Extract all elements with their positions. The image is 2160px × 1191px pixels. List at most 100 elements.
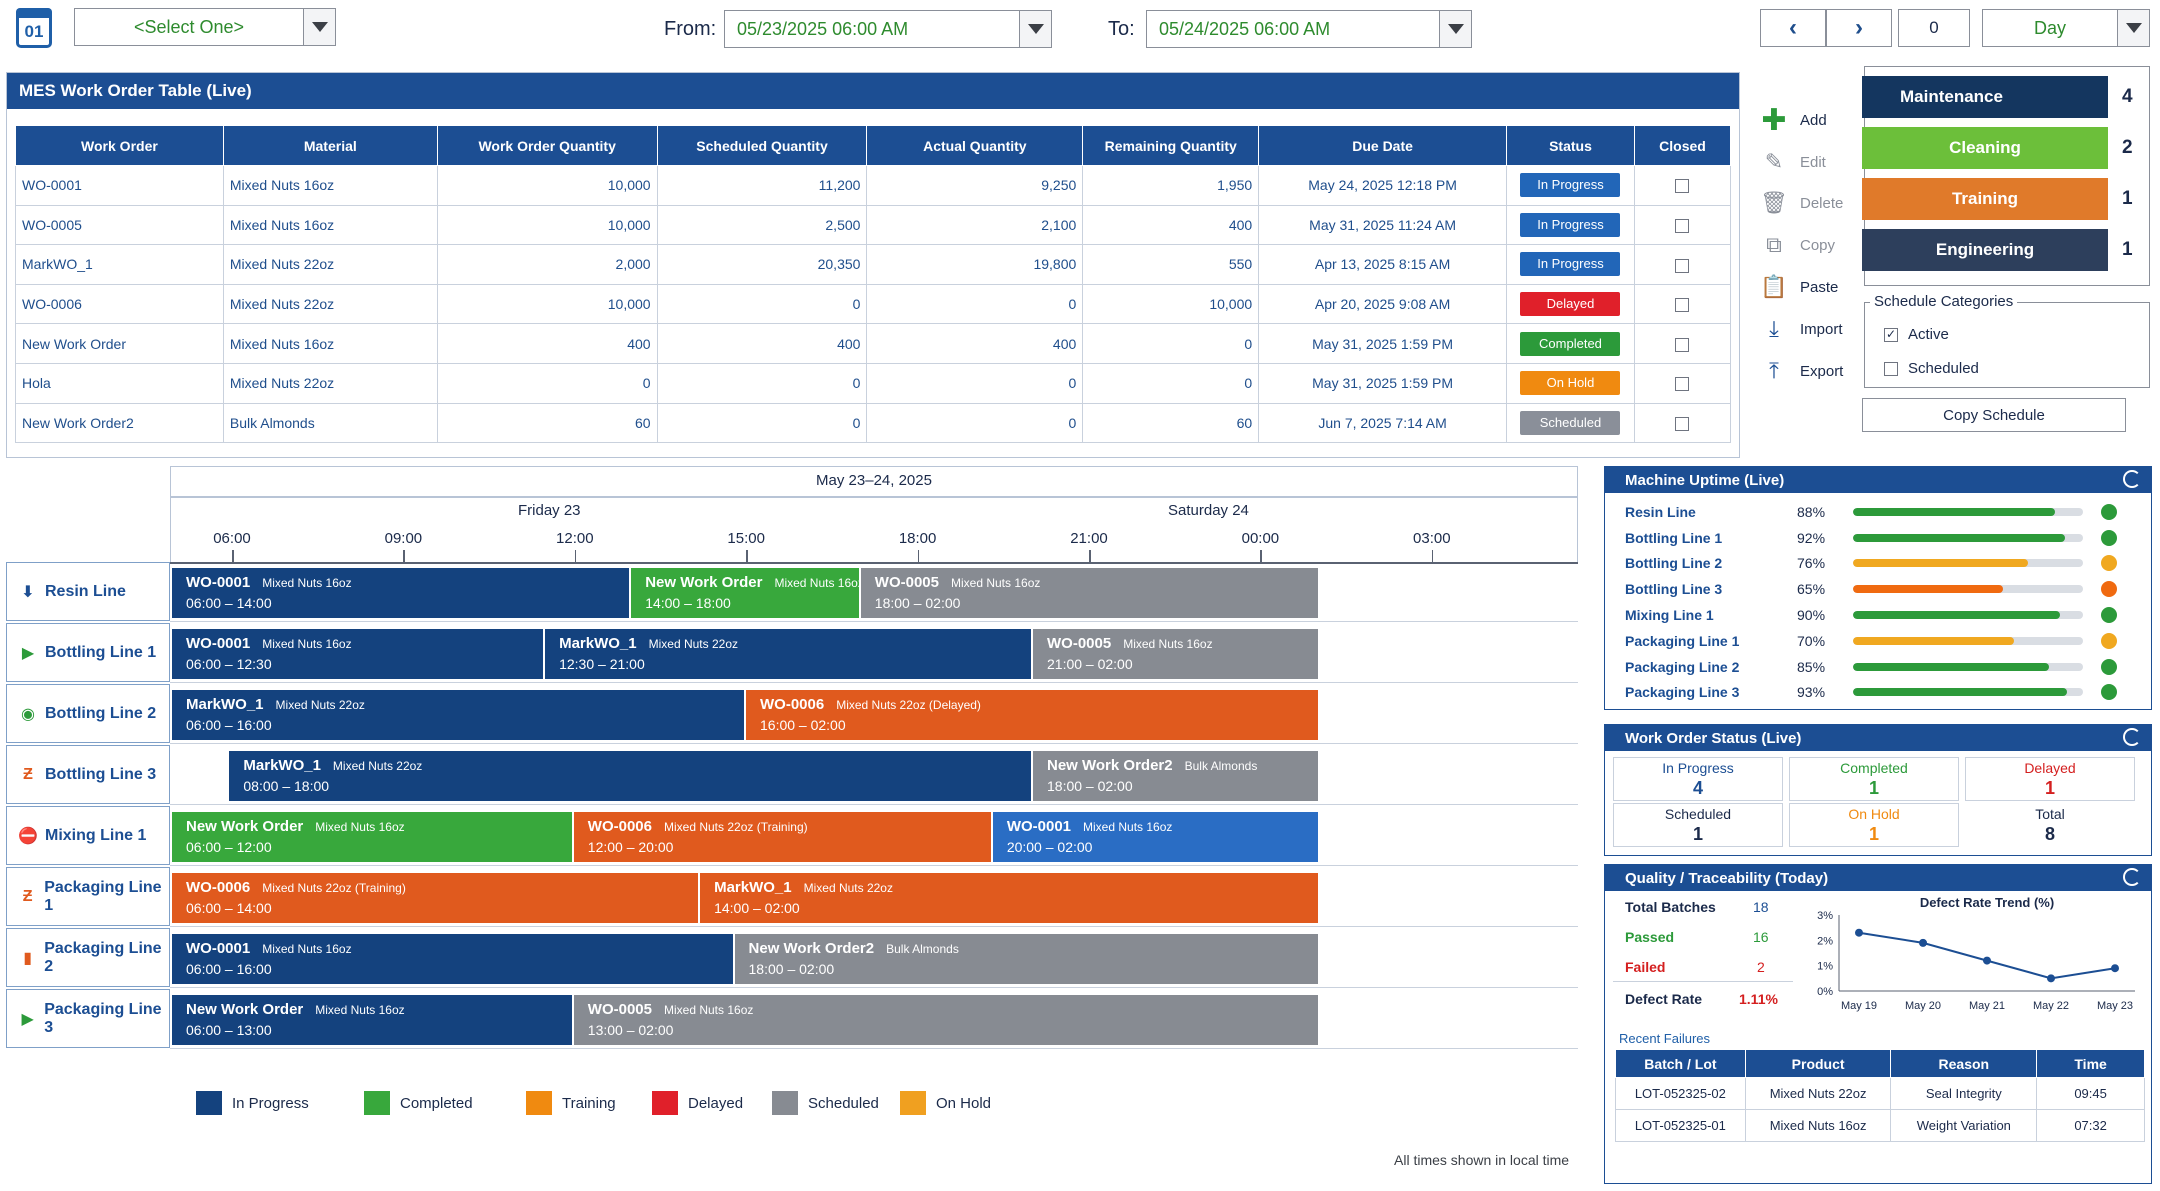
table-row[interactable]: MarkWO_1 Mixed Nuts 22oz 2,000 20,350 19,800… bbox=[15, 244, 1732, 285]
uptime-line-name[interactable]: Packaging Line 1 bbox=[1625, 632, 1740, 649]
active-checkbox[interactable]: ✓ Active bbox=[1884, 326, 1949, 343]
delete-button[interactable]: 🗑 Delete bbox=[1760, 190, 1844, 215]
table-row[interactable]: WO-0001 Mixed Nuts 16oz 10,000 11,200 9,250 1… bbox=[15, 165, 1732, 206]
gantt-bar[interactable]: WO-0006 Mixed Nuts 22oz (Delayed) 16:00 – … bbox=[746, 690, 1318, 740]
gantt-bar[interactable]: WO-0005 Mixed Nuts 16oz 13:00 – 02:00 bbox=[573, 995, 1318, 1045]
work-order-cell[interactable]: New Work Order2 bbox=[15, 402, 224, 444]
uptime-line-name[interactable]: Bottling Line 1 bbox=[1625, 529, 1723, 546]
table-row[interactable]: New Work Order2 Bulk Almonds 60 0 0 60 Jun 7, … bbox=[15, 402, 1732, 444]
status-cell[interactable]: Completed 1 bbox=[1789, 757, 1959, 801]
column-header[interactable]: Work Order Quantity bbox=[436, 125, 658, 166]
resource-row-label[interactable]: ⬇ Resin Line bbox=[6, 562, 170, 621]
uptime-line-name[interactable]: Bottling Line 3 bbox=[1625, 581, 1723, 598]
refresh-icon[interactable] bbox=[2123, 470, 2141, 488]
gantt-bar[interactable]: WO-0006 Mixed Nuts 22oz (Training) 12:00 –… bbox=[573, 812, 991, 862]
column-header[interactable]: Due Date bbox=[1258, 125, 1507, 166]
category-maintenance[interactable]: Maintenance bbox=[1862, 76, 2108, 118]
closed-checkbox[interactable] bbox=[1675, 337, 1690, 352]
resource-row-label[interactable]: ▶ Bottling Line 1 bbox=[6, 623, 170, 682]
period-offset-field[interactable]: 0 bbox=[1898, 9, 1970, 47]
column-header[interactable]: Work Order bbox=[15, 125, 224, 166]
closed-checkbox[interactable] bbox=[1675, 298, 1690, 313]
table-row[interactable]: WO-0006 Mixed Nuts 22oz 10,000 0 0 10,000 Apr … bbox=[15, 283, 1732, 325]
calendar-icon[interactable]: 01 bbox=[16, 8, 52, 48]
from-datetime-input[interactable]: 05/23/2025 06:00 AM bbox=[724, 10, 1052, 48]
resource-row-label[interactable]: ▮ Packaging Line 2 bbox=[6, 928, 170, 987]
resource-row-label[interactable]: ⛔ Mixing Line 1 bbox=[6, 806, 170, 865]
gantt-bar[interactable]: New Work Order Mixed Nuts 16oz 06:00 – 13:… bbox=[172, 995, 572, 1045]
gantt-bar[interactable]: MarkWO_1 Mixed Nuts 22oz 12:30 – 21:00 bbox=[545, 629, 1031, 679]
line-select[interactable]: <Select One> bbox=[74, 8, 336, 46]
uptime-line-name[interactable]: Resin Line bbox=[1625, 503, 1696, 520]
gantt-bar[interactable]: MarkWO_1 Mixed Nuts 22oz 14:00 – 02:00 bbox=[700, 873, 1318, 923]
add-button[interactable]: ✚ Add bbox=[1761, 103, 1827, 137]
category-training[interactable]: Training bbox=[1862, 178, 2108, 220]
work-order-cell[interactable]: MarkWO_1 bbox=[15, 244, 224, 285]
scheduled-checkbox[interactable]: Scheduled bbox=[1884, 360, 1979, 377]
previous-period-button[interactable]: ‹ bbox=[1760, 9, 1826, 47]
chevron-down-icon[interactable] bbox=[1439, 11, 1471, 47]
gantt-bar[interactable]: New Work Order2 Bulk Almonds 18:00 – 02:00 bbox=[1033, 751, 1318, 801]
work-order-cell[interactable]: New Work Order bbox=[15, 323, 224, 364]
status-cell[interactable]: Total 8 bbox=[1965, 803, 2135, 847]
column-header[interactable]: Scheduled Quantity bbox=[656, 125, 868, 166]
chevron-down-icon[interactable] bbox=[1019, 11, 1051, 47]
gantt-bar[interactable]: WO-0001 Mixed Nuts 16oz 06:00 – 12:30 bbox=[172, 629, 544, 679]
import-button[interactable]: ⤓ Import bbox=[1760, 313, 1842, 345]
status-cell[interactable]: Scheduled 1 bbox=[1613, 803, 1783, 847]
copy-schedule-button[interactable]: Copy Schedule bbox=[1862, 398, 2126, 432]
closed-checkbox[interactable] bbox=[1675, 219, 1690, 234]
column-header[interactable]: Remaining Quantity bbox=[1082, 125, 1260, 166]
table-row[interactable]: LOT-052325-02 Mixed Nuts 22oz Seal Integri… bbox=[1615, 1077, 2145, 1110]
work-order-cell[interactable]: Hola bbox=[15, 362, 224, 404]
refresh-icon[interactable] bbox=[2123, 728, 2141, 746]
table-row[interactable]: New Work Order Mixed Nuts 16oz 400 400 400 0 M… bbox=[15, 323, 1732, 364]
gantt-bar[interactable]: MarkWO_1 Mixed Nuts 22oz 06:00 – 16:00 bbox=[172, 690, 744, 740]
column-header[interactable]: Material bbox=[222, 125, 438, 166]
resource-row-label[interactable]: ◉ Bottling Line 2 bbox=[6, 684, 170, 743]
gantt-bar[interactable]: WO-0001 Mixed Nuts 16oz 20:00 – 02:00 bbox=[992, 812, 1318, 862]
work-order-cell[interactable]: WO-0005 bbox=[15, 204, 224, 246]
edit-button[interactable]: ✎ Edit bbox=[1760, 146, 1826, 178]
next-period-button[interactable]: › bbox=[1826, 9, 1892, 47]
gantt-bar[interactable]: WO-0001 Mixed Nuts 16oz 06:00 – 16:00 bbox=[172, 934, 733, 984]
resource-row-label[interactable]: ▶ Packaging Line 3 bbox=[6, 989, 170, 1048]
gantt-bar[interactable]: New Work Order Mixed Nuts 16oz 14:00 – 18:… bbox=[631, 568, 859, 618]
work-order-cell[interactable]: WO-0001 bbox=[15, 165, 224, 206]
work-order-cell[interactable]: WO-0006 bbox=[15, 283, 224, 325]
paste-button[interactable]: 📋 Paste bbox=[1760, 274, 1839, 299]
column-header[interactable]: Status bbox=[1505, 125, 1635, 166]
column-header[interactable]: Actual Quantity bbox=[866, 125, 1084, 166]
uptime-line-name[interactable]: Mixing Line 1 bbox=[1625, 607, 1714, 624]
chevron-down-icon[interactable] bbox=[2117, 10, 2149, 46]
uptime-line-name[interactable]: Packaging Line 2 bbox=[1625, 658, 1740, 675]
category-engineering[interactable]: Engineering bbox=[1862, 229, 2108, 271]
uptime-line-name[interactable]: Packaging Line 3 bbox=[1625, 684, 1740, 701]
resource-row-label[interactable]: Ƶ Bottling Line 3 bbox=[6, 745, 170, 804]
copy-button[interactable]: ⧉ Copy bbox=[1760, 229, 1835, 261]
chevron-down-icon[interactable] bbox=[303, 9, 335, 45]
closed-checkbox[interactable] bbox=[1675, 258, 1690, 273]
resource-row-label[interactable]: Ƶ Packaging Line 1 bbox=[6, 867, 170, 926]
column-header[interactable]: Closed bbox=[1633, 125, 1732, 166]
status-cell[interactable]: On Hold 1 bbox=[1789, 803, 1959, 847]
gantt-bar[interactable]: New Work Order Mixed Nuts 16oz 06:00 – 12:… bbox=[172, 812, 572, 862]
table-row[interactable]: Hola Mixed Nuts 22oz 0 0 0 0 May 31, 2025 1:59… bbox=[15, 362, 1732, 404]
table-row[interactable]: WO-0005 Mixed Nuts 16oz 10,000 2,500 2,100 40… bbox=[15, 204, 1732, 246]
gantt-bar[interactable]: WO-0006 Mixed Nuts 22oz (Training) 06:00 –… bbox=[172, 873, 699, 923]
gantt-bar[interactable]: WO-0005 Mixed Nuts 16oz 21:00 – 02:00 bbox=[1033, 629, 1318, 679]
gantt-bar[interactable]: WO-0001 Mixed Nuts 16oz 06:00 – 14:00 bbox=[172, 568, 630, 618]
refresh-icon[interactable] bbox=[2123, 868, 2141, 886]
period-select[interactable]: Day bbox=[1982, 9, 2150, 47]
table-row[interactable]: LOT-052325-01 Mixed Nuts 16oz Weight Varia… bbox=[1615, 1109, 2145, 1142]
gantt-bar[interactable]: MarkWO_1 Mixed Nuts 22oz 08:00 – 18:00 bbox=[229, 751, 1031, 801]
closed-checkbox[interactable] bbox=[1675, 377, 1690, 392]
uptime-line-name[interactable]: Bottling Line 2 bbox=[1625, 555, 1723, 572]
status-cell[interactable]: Delayed 1 bbox=[1965, 757, 2135, 801]
status-cell[interactable]: In Progress 4 bbox=[1613, 757, 1783, 801]
export-button[interactable]: ⤒ Export bbox=[1760, 355, 1843, 387]
closed-checkbox[interactable] bbox=[1675, 417, 1690, 431]
category-cleaning[interactable]: Cleaning bbox=[1862, 127, 2108, 169]
to-datetime-input[interactable]: 05/24/2025 06:00 AM bbox=[1146, 10, 1472, 48]
gantt-bar[interactable]: New Work Order2 Bulk Almonds 18:00 – 02:00 bbox=[734, 934, 1318, 984]
